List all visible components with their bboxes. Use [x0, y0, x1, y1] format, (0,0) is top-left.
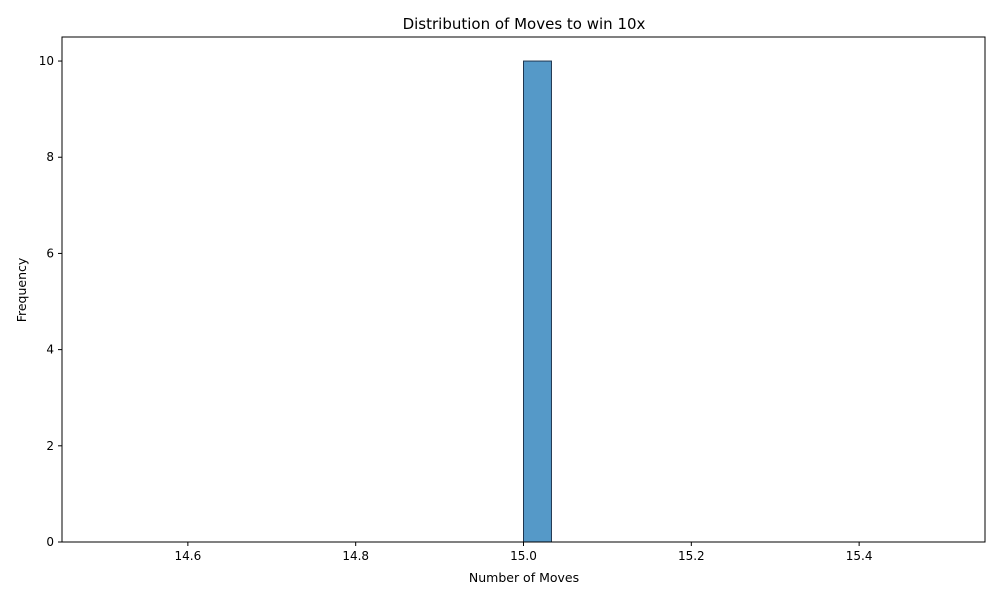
y-tick-label: 10 — [39, 54, 54, 68]
y-tick-label: 6 — [46, 246, 54, 260]
x-tick-label: 15.0 — [510, 549, 537, 563]
y-axis-label: Frequency — [14, 257, 29, 322]
x-tick-label: 14.8 — [342, 549, 369, 563]
x-axis-label: Number of Moves — [469, 570, 579, 585]
y-tick-label: 0 — [46, 535, 54, 549]
plot-area: 14.6 14.8 15.0 15.2 15.4 0 2 4 6 8 10 — [39, 36, 986, 563]
x-tick-label: 15.4 — [846, 549, 873, 563]
chart-title: Distribution of Moves to win 10x — [403, 15, 646, 33]
x-tick-label: 15.2 — [678, 549, 705, 563]
histogram-bar — [523, 60, 552, 543]
x-tick-label: 14.6 — [175, 549, 202, 563]
y-tick-label: 8 — [46, 150, 54, 164]
y-tick-label: 2 — [46, 439, 54, 453]
y-tick-label: 4 — [46, 343, 54, 357]
